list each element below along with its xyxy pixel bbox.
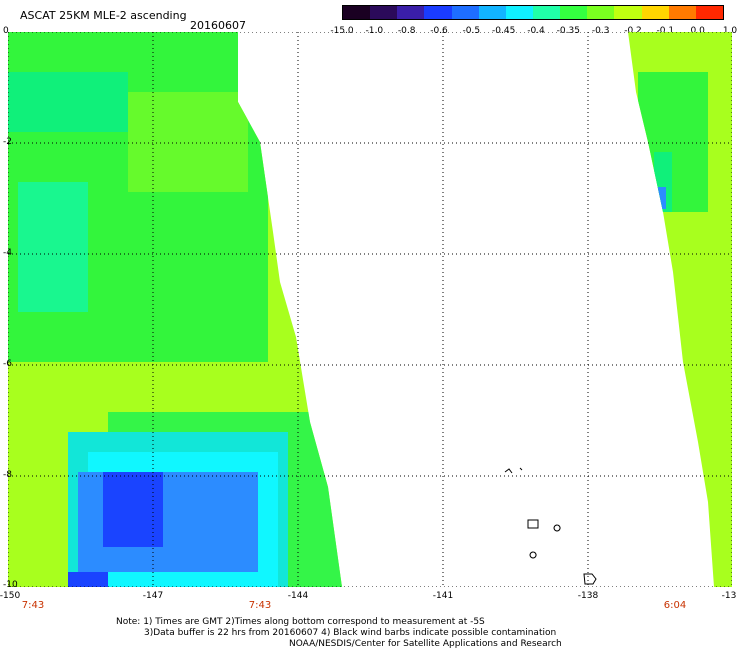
colorbar-swatch bbox=[451, 6, 479, 19]
colorbar-swatch bbox=[532, 6, 561, 19]
x-tick-2: -144 bbox=[287, 591, 309, 601]
colorbar-tick-label: 0.0 bbox=[690, 26, 705, 36]
y-tick-4: -8 bbox=[3, 470, 12, 480]
note-line-3: NOAA/NESDIS/Center for Satellite Applica… bbox=[289, 639, 562, 649]
x-tick-3: -141 bbox=[432, 591, 454, 601]
time-label-middle: 7:43 bbox=[248, 600, 272, 611]
colorbar-tick-label: -0.45 bbox=[492, 26, 516, 36]
colorbar-swatch bbox=[397, 6, 425, 19]
x-tick-4: -138 bbox=[577, 591, 599, 601]
colorbar-swatch bbox=[614, 6, 642, 19]
colorbar-swatch bbox=[668, 6, 696, 19]
colorbar-swatch bbox=[695, 6, 723, 19]
time-label-left: 7:43 bbox=[21, 600, 45, 611]
colorbar-tick-label: -15.0 bbox=[330, 26, 354, 36]
left-swath bbox=[8, 32, 342, 587]
colorbar-tick-label: -0.5 bbox=[462, 26, 481, 36]
gridlines bbox=[8, 32, 732, 587]
y-tick-1: -2 bbox=[3, 137, 12, 147]
x-tick-5: -13 bbox=[721, 591, 737, 601]
colorbar-tick-label: -0.8 bbox=[397, 26, 416, 36]
colorbar-tick-label: -1.0 bbox=[365, 26, 384, 36]
y-tick-5: -10 bbox=[3, 580, 18, 590]
y-tick-2: -4 bbox=[3, 248, 12, 258]
colorbar-tick-label: 1.0 bbox=[722, 26, 738, 36]
colorbar-tick-label: -0.1 bbox=[656, 26, 675, 36]
colorbar-tick-label: -0.2 bbox=[624, 26, 642, 36]
y-tick-0: 0 bbox=[3, 26, 9, 36]
swath-map bbox=[8, 32, 732, 587]
colorbar-swatch bbox=[587, 6, 615, 19]
note-line-1: Note: 1) Times are GMT 2)Times along bot… bbox=[116, 617, 485, 627]
right-swath bbox=[628, 32, 732, 587]
x-tick-0: -150 bbox=[0, 591, 21, 601]
colorbar bbox=[342, 5, 724, 20]
colorbar-swatch bbox=[424, 6, 452, 19]
colorbar-swatch bbox=[478, 6, 506, 19]
colorbar-swatch bbox=[560, 6, 588, 19]
note-line-2: 3)Data buffer is 22 hrs from 20160607 4)… bbox=[144, 628, 557, 638]
y-tick-3: -6 bbox=[3, 359, 12, 369]
colorbar-swatch bbox=[505, 6, 533, 19]
map-date: 20160607 bbox=[190, 19, 246, 32]
colorbar-tick-label: -0.35 bbox=[556, 26, 580, 36]
colorbar-tick-label: -0.4 bbox=[527, 26, 545, 36]
time-label-right: 6:04 bbox=[663, 600, 687, 611]
x-tick-1: -147 bbox=[142, 591, 164, 601]
island-outlines bbox=[504, 467, 597, 585]
colorbar-tick-label: -0.3 bbox=[591, 26, 610, 36]
colorbar-labels: -15.0 -1.0 -0.8 -0.6 -0.5 -0.45 -0.4 -0.35 -0.3 -… bbox=[330, 26, 740, 38]
map-title: ASCAT 25KM MLE-2 ascending bbox=[20, 9, 187, 22]
colorbar-swatch bbox=[343, 6, 371, 19]
colorbar-swatch bbox=[370, 6, 398, 19]
colorbar-swatch bbox=[641, 6, 669, 19]
colorbar-tick-label: -0.6 bbox=[430, 26, 448, 36]
